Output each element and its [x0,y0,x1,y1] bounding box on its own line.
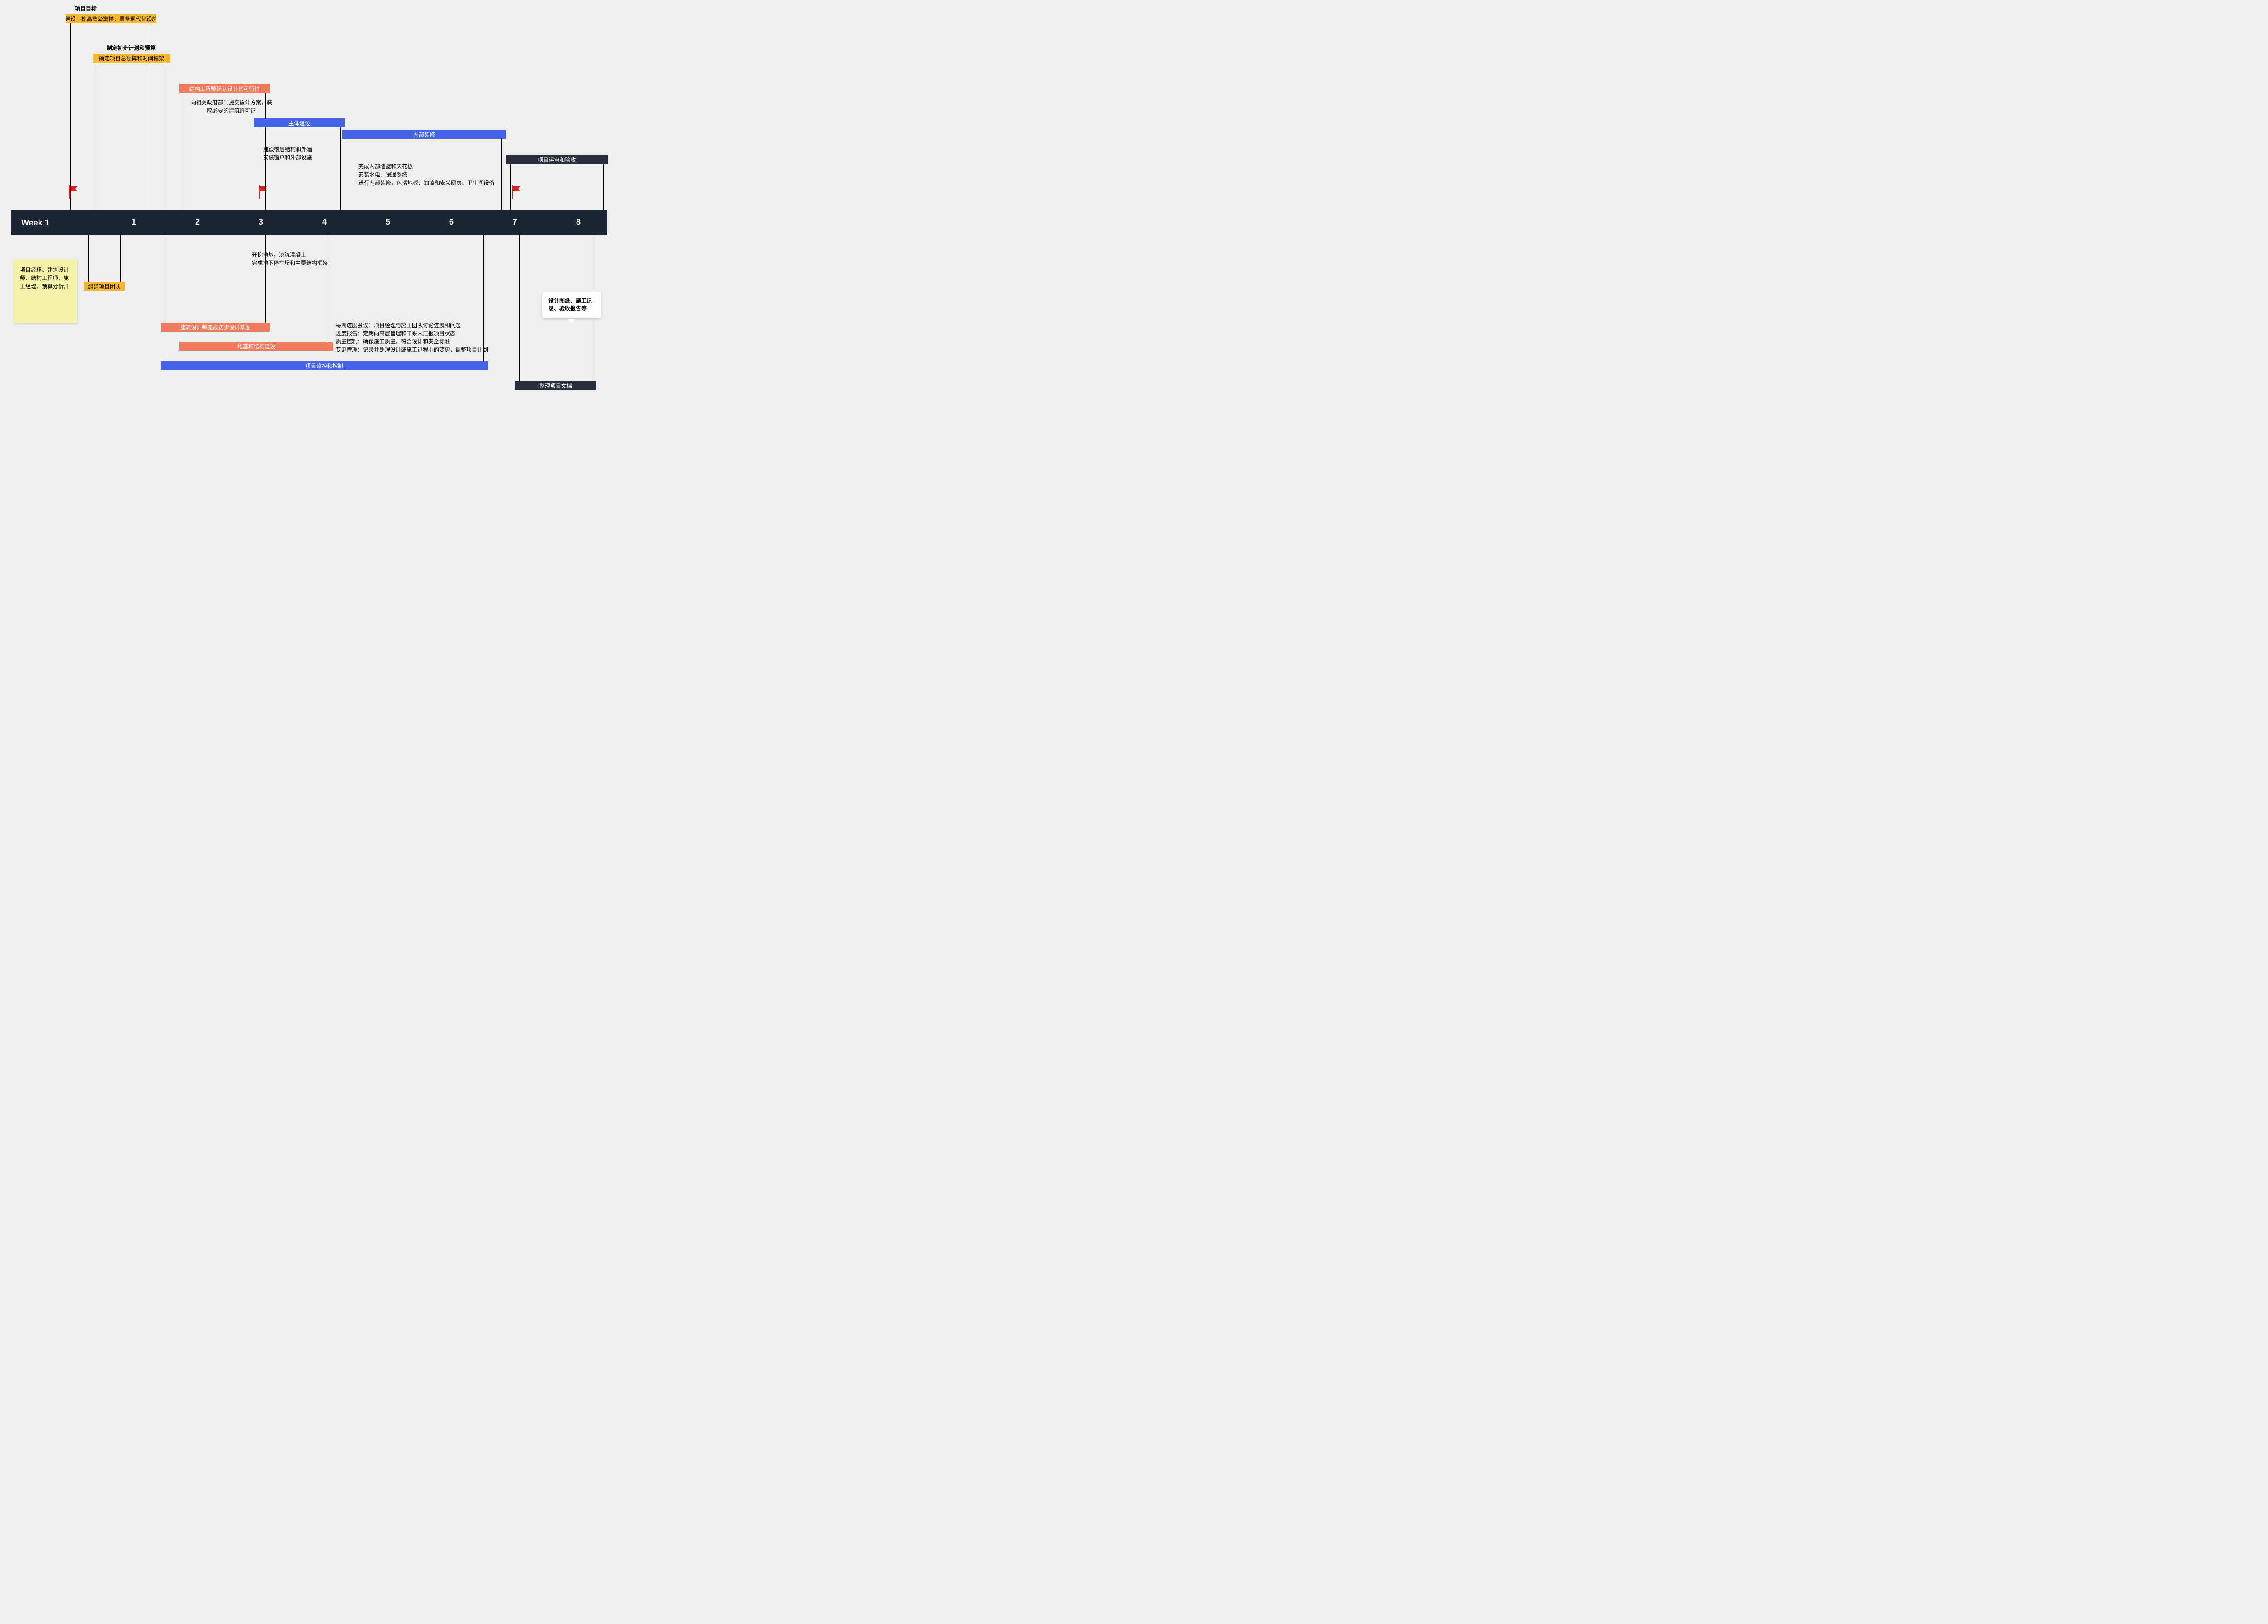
sticky-note-team-roles[interactable]: 项目经理、建筑设计师、结构工程师、施工经理、预算分析师 [14,259,77,323]
task-bar-label: 内部装修 [413,131,435,138]
task-bar-monitoring[interactable]: 项目监控和控制 [161,361,488,370]
connector-line [603,164,604,210]
task-bar-label: 项目评审和验收 [538,156,576,164]
connector-line [519,235,520,381]
axis-tick-1: 1 [132,217,136,227]
task-bar-interior[interactable]: 内部装修 [342,130,506,139]
axis-tick-7: 7 [513,217,517,227]
axis-tick-3: 3 [259,217,263,227]
task-note-feasibility: 向相关政府部门提交设计方案，获取必要的建筑许可证 [191,98,272,115]
connector-line [120,235,121,282]
axis-tick-5: 5 [386,217,390,227]
task-note-interior: 完成内部墙壁和天花板 安装水电、暖通系统 进行内部装修，包括地板、油漆和安装厨房… [358,162,517,187]
connector-line [70,23,71,210]
connector-line [510,164,511,210]
axis-tick-8: 8 [576,217,581,227]
task-bar-main-construction[interactable]: 主体建设 [254,118,345,127]
task-note-main-construction: 建设楼层结构和外墙 安装窗户和外部设施 [263,145,354,161]
task-bar-label: 确定项目总预算和时间框架 [99,54,164,62]
task-bar-label: 建设一栋高档公寓楼，具备现代化设施 [66,15,156,23]
axis-tick-4: 4 [322,217,327,227]
connector-line [340,127,341,210]
task-bar-docs[interactable]: 整理项目文档 [515,381,596,390]
axis-tick-6: 6 [449,217,454,227]
task-bar-label: 项目监控和控制 [305,362,343,370]
timeline-axis: Week 1 [11,210,607,235]
milestone-flag-icon [511,185,522,199]
task-heading-plan-budget: 制定初步计划和预算 [107,44,156,52]
task-bar-label: 主体建设 [288,119,310,127]
axis-tick-2: 2 [195,217,200,227]
milestone-flag-icon [68,185,78,199]
task-bar-label: 组建项目团队 [88,283,121,290]
connector-line [88,235,89,282]
task-note-monitoring: 每周进度会议：项目经理与施工团队讨论进展和问题 进度报告：定期向高层管理和干系人… [336,321,503,354]
task-bar-goal[interactable]: 建设一栋高档公寓楼，具备现代化设施 [66,14,156,23]
connector-line [265,235,266,323]
task-bar-foundation[interactable]: 地基和结构建设 [179,342,333,351]
task-bar-team[interactable]: 组建项目团队 [84,282,125,291]
task-bar-label: 整理项目文档 [539,382,572,390]
task-bar-label: 结构工程师确认设计的可行性 [189,85,260,93]
task-bar-plan-budget[interactable]: 确定项目总预算和时间框架 [93,54,170,63]
task-bar-feasibility[interactable]: 结构工程师确认设计的可行性 [179,84,270,93]
task-heading-goal: 项目目标 [75,5,97,12]
task-bar-label: 地基和结构建设 [237,342,275,350]
task-bar-label: 建筑设计师完成初步设计草图 [180,323,251,331]
task-bar-design-draft[interactable]: 建筑设计师完成初步设计草图 [161,323,270,332]
task-note-foundation: 开挖地基，浇筑混凝土 完成地下停车场和主要结构框架 [252,251,352,267]
task-bar-review[interactable]: 项目评审和验收 [506,155,608,164]
gantt-timeline-canvas: Week 1 项目经理、建筑设计师、结构工程师、施工经理、预算分析师 设计图纸、… [0,0,633,406]
axis-week1-label: Week 1 [21,218,49,228]
